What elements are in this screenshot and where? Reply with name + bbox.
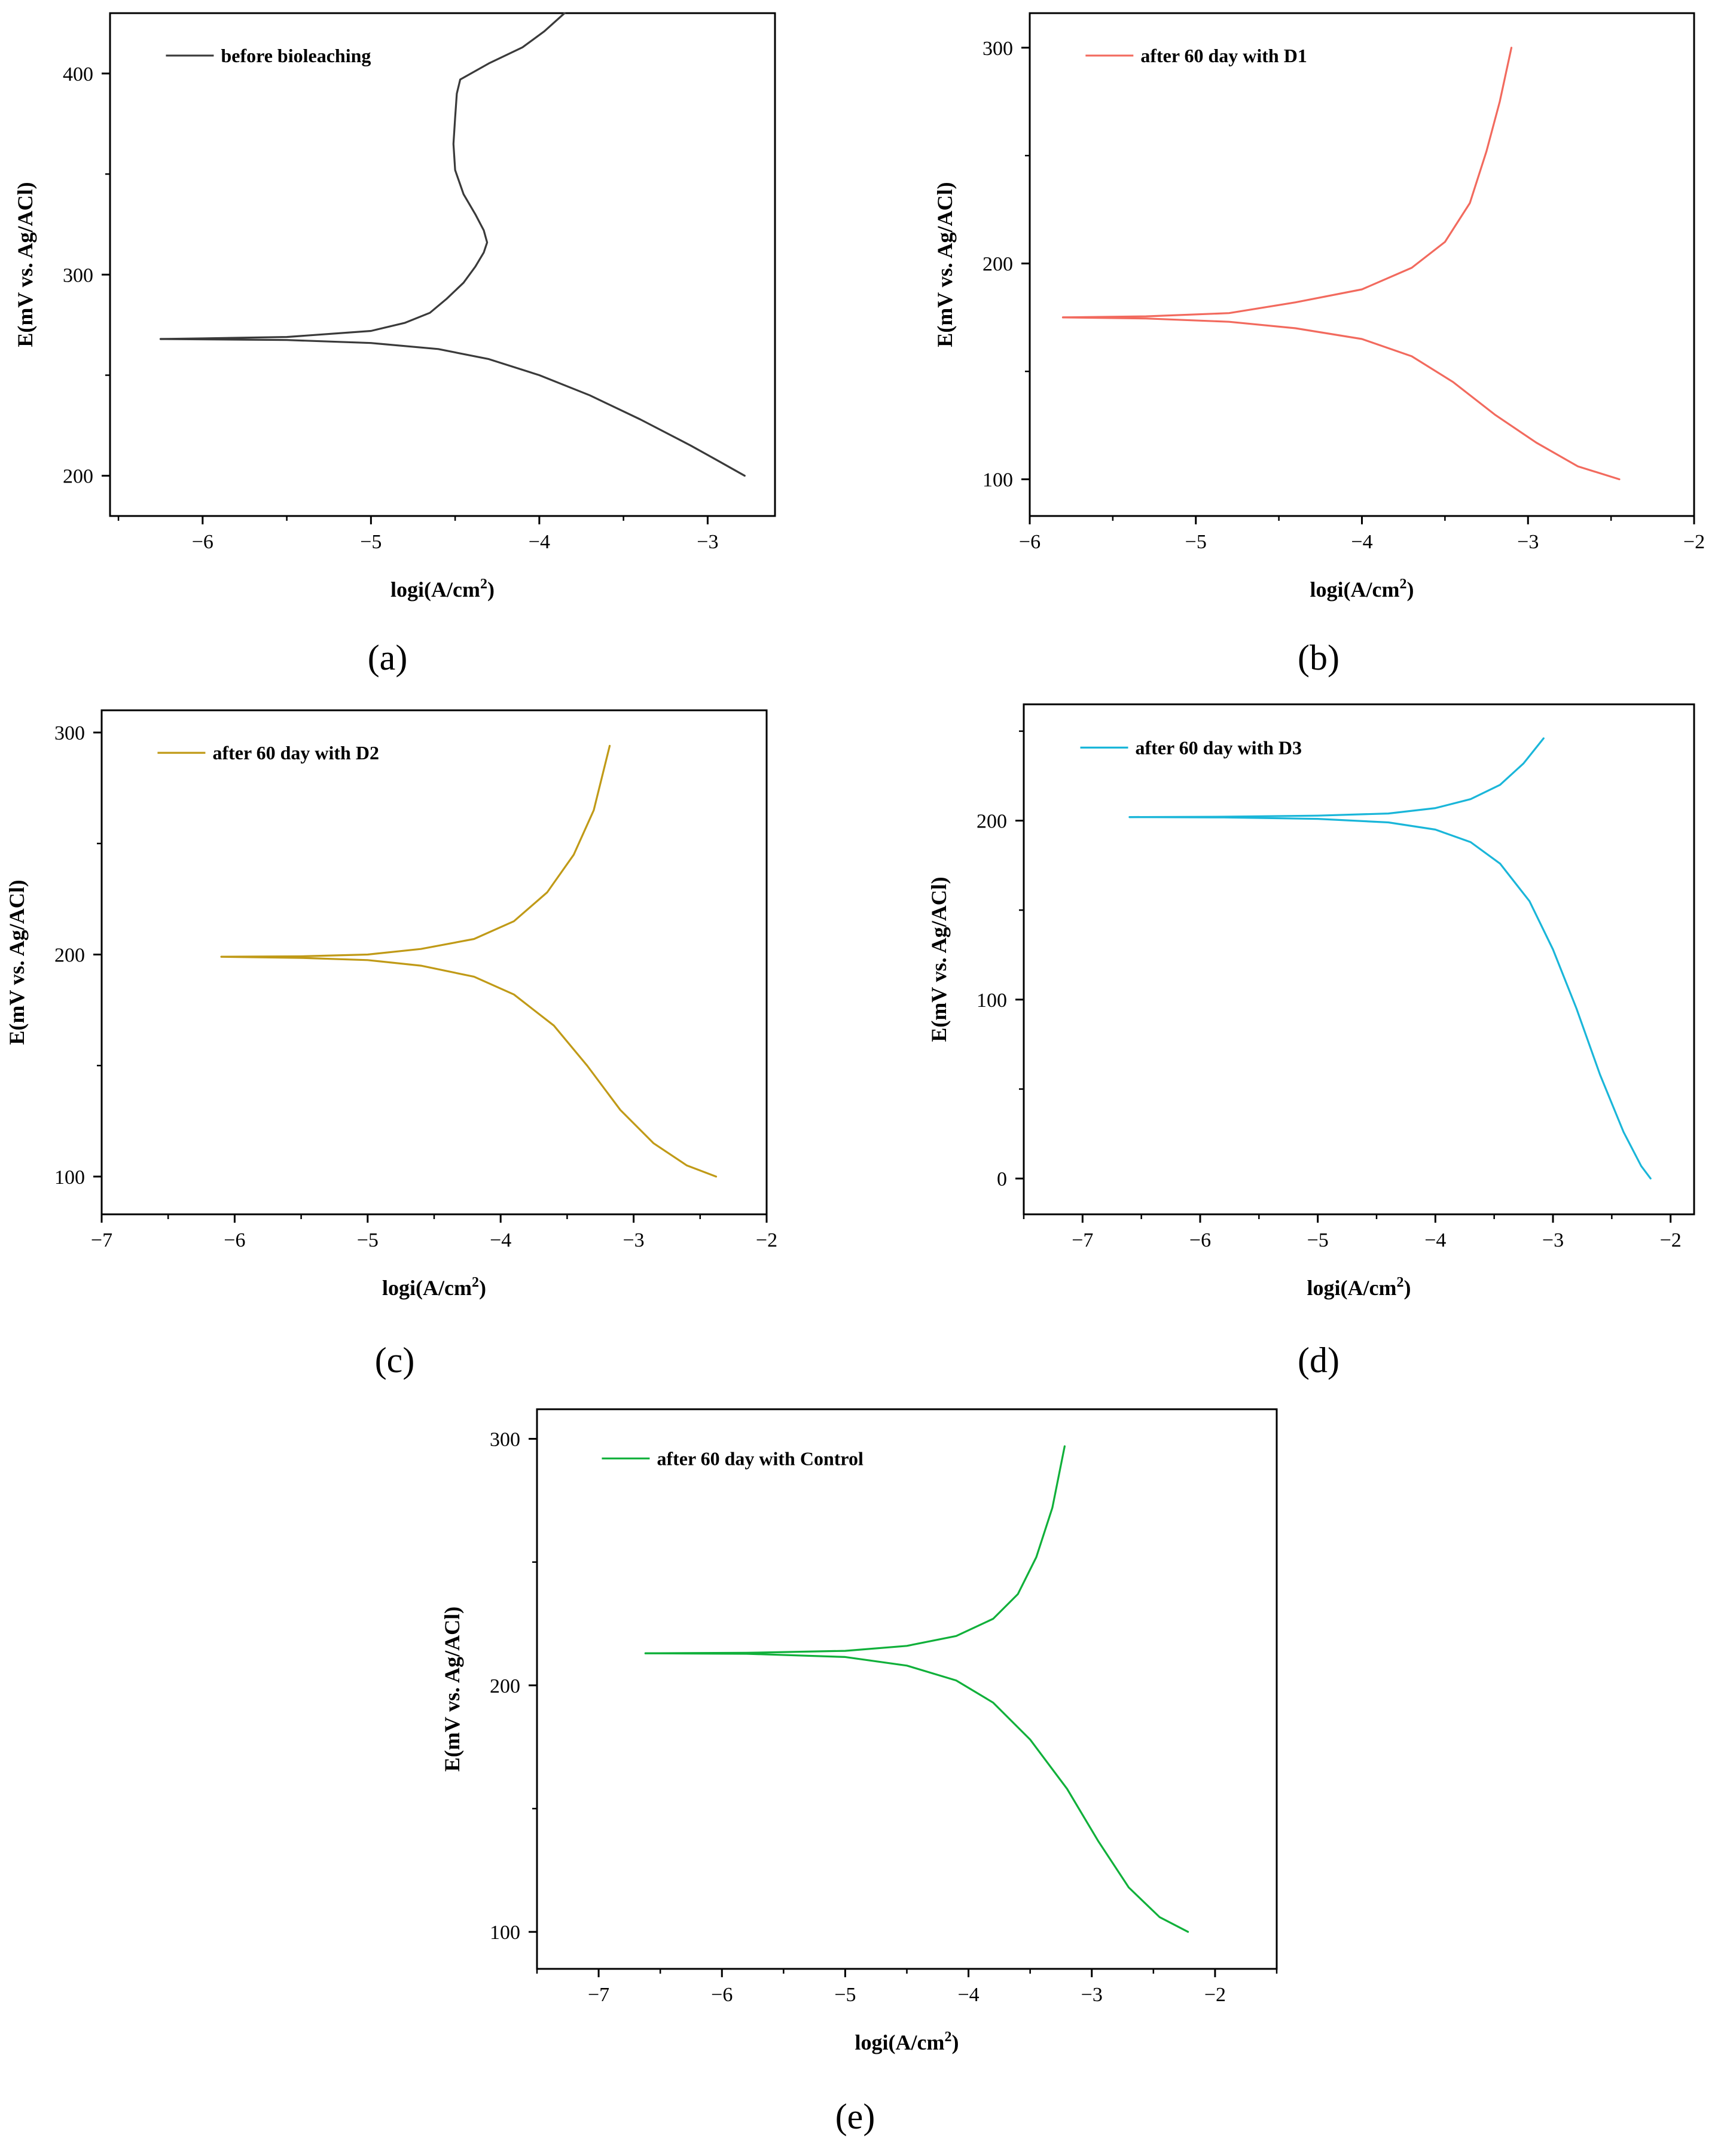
x-axis-label: logi(A/cm2) bbox=[1307, 1275, 1411, 1300]
y-tick-label: 300 bbox=[54, 722, 85, 744]
x-tick-label: −2 bbox=[756, 1229, 777, 1251]
series-cathodic-line bbox=[1061, 316, 1621, 481]
y-tick-label: 100 bbox=[54, 1166, 85, 1189]
series-anodic-line bbox=[1128, 737, 1545, 819]
y-tick-label: 0 bbox=[997, 1168, 1007, 1190]
x-tick-label: −6 bbox=[1189, 1229, 1211, 1251]
x-tick-label: −6 bbox=[1019, 531, 1040, 553]
plot-frame bbox=[109, 12, 776, 517]
x-axis-label-superscript: 2 bbox=[480, 576, 487, 592]
legend-label: after 60 day with D2 bbox=[212, 742, 379, 764]
legend-label: before bioleaching bbox=[221, 45, 371, 66]
panel-d: −7 −6 −5 −4 −3 −2 0 100 200 after 60 day with D3 l… bbox=[927, 703, 1695, 1380]
x-tick-label: −2 bbox=[1660, 1229, 1682, 1251]
x-axis-label-main: logi(A/cm bbox=[390, 578, 480, 601]
plot-frame bbox=[100, 709, 768, 1216]
y-axis-label: E(mV vs. Ag/ACl) bbox=[927, 877, 951, 1042]
series-anodic-line bbox=[220, 744, 611, 958]
x-axis-label-close: ) bbox=[1406, 578, 1414, 601]
y-tick-label: 100 bbox=[977, 990, 1007, 1012]
y-tick-label: 200 bbox=[977, 811, 1007, 833]
plot-frame bbox=[1023, 703, 1695, 1216]
x-tick-label: −7 bbox=[1072, 1229, 1093, 1251]
x-axis-label-main: logi(A/cm bbox=[855, 2030, 945, 2054]
x-tick-label: −6 bbox=[711, 1984, 733, 2006]
series-anodic-line bbox=[1061, 47, 1513, 319]
x-axis-label-close: ) bbox=[487, 578, 495, 601]
series-cathodic-line bbox=[1128, 816, 1652, 1180]
series-cathodic-line bbox=[220, 955, 718, 1178]
panel-label: (a) bbox=[368, 638, 408, 677]
x-tick-label: −3 bbox=[1081, 1984, 1103, 2006]
plot-frame bbox=[536, 1408, 1278, 1970]
series-anodic-line bbox=[644, 1445, 1066, 1654]
x-axis-label: logi(A/cm2) bbox=[390, 576, 495, 601]
panel-e: −7 −6 −5 −4 −3 −2 100 200 300 after 60 day with C… bbox=[440, 1408, 1278, 2136]
y-tick-label: 300 bbox=[63, 264, 93, 286]
x-axis-label-main: logi(A/cm bbox=[382, 1276, 472, 1300]
x-axis-label-close: ) bbox=[479, 1276, 486, 1300]
x-axis-label-close: ) bbox=[1403, 1276, 1411, 1300]
x-tick-label: −4 bbox=[490, 1229, 511, 1251]
x-tick-label: −5 bbox=[357, 1229, 379, 1251]
x-tick-label: −5 bbox=[834, 1984, 856, 2006]
panel-label: (d) bbox=[1298, 1340, 1339, 1380]
series-cathodic-line bbox=[644, 1652, 1189, 1933]
plot-frame bbox=[1029, 12, 1695, 517]
panel-b: −6 −5 −4 −3 −2 100 200 300 after 60 day with D1 l… bbox=[933, 12, 1705, 677]
x-axis-label-superscript: 2 bbox=[472, 1275, 479, 1290]
legend-label: after 60 day with Control bbox=[657, 1447, 863, 1469]
x-axis-label-main: logi(A/cm bbox=[1307, 1276, 1397, 1300]
panel-label: (c) bbox=[375, 1340, 415, 1380]
x-axis-label: logi(A/cm2) bbox=[1310, 576, 1414, 601]
x-tick-label: −5 bbox=[1185, 531, 1207, 553]
x-tick-label: −5 bbox=[360, 531, 382, 553]
legend-label: after 60 day with D3 bbox=[1136, 737, 1302, 758]
x-axis-label-superscript: 2 bbox=[1396, 1275, 1403, 1290]
x-tick-label: −4 bbox=[957, 1984, 979, 2006]
x-tick-label: −2 bbox=[1683, 531, 1705, 553]
y-tick-label: 200 bbox=[490, 1675, 520, 1697]
x-axis-label-superscript: 2 bbox=[1399, 576, 1406, 592]
y-tick-label: 400 bbox=[63, 63, 93, 85]
y-axis-label: E(mV vs. Ag/ACl) bbox=[5, 879, 29, 1045]
y-tick-label: 100 bbox=[982, 469, 1013, 491]
x-tick-label: −4 bbox=[529, 531, 550, 553]
x-tick-label: −3 bbox=[623, 1229, 645, 1251]
x-tick-label: −7 bbox=[588, 1984, 609, 2006]
y-axis-label: E(mV vs. Ag/ACl) bbox=[933, 182, 957, 347]
x-tick-label: −3 bbox=[1517, 531, 1539, 553]
x-tick-label: −2 bbox=[1204, 1984, 1226, 2006]
y-tick-label: 100 bbox=[490, 1922, 520, 1944]
x-axis-label-superscript: 2 bbox=[944, 2029, 951, 2045]
x-axis-label-close: ) bbox=[951, 2030, 959, 2054]
x-tick-label: −4 bbox=[1424, 1229, 1446, 1251]
panel-label: (b) bbox=[1298, 638, 1339, 677]
x-tick-label: −6 bbox=[224, 1229, 245, 1251]
x-tick-label: −7 bbox=[91, 1229, 112, 1251]
panel-a: −6 −5 −4 −3 200 300 400 before bioleaching logi(… bbox=[13, 12, 776, 677]
x-axis-label: logi(A/cm2) bbox=[855, 2029, 959, 2054]
y-tick-label: 200 bbox=[982, 254, 1013, 276]
x-tick-label: −4 bbox=[1351, 531, 1372, 553]
panel-label: (e) bbox=[835, 2097, 875, 2136]
y-axis-label: E(mV vs. Ag/ACl) bbox=[13, 182, 37, 347]
x-tick-label: −5 bbox=[1307, 1229, 1329, 1251]
x-tick-label: −3 bbox=[697, 531, 718, 553]
x-tick-label: −6 bbox=[192, 531, 213, 553]
panel-c: −7 −6 −5 −4 −3 −2 100 200 300 after 60 day with D… bbox=[5, 709, 777, 1380]
y-tick-label: 200 bbox=[63, 466, 93, 488]
legend-label: after 60 day with D1 bbox=[1140, 45, 1307, 66]
x-axis-label-main: logi(A/cm bbox=[1310, 578, 1400, 601]
y-tick-label: 300 bbox=[490, 1428, 520, 1450]
y-tick-label: 300 bbox=[982, 38, 1013, 60]
y-axis-label: E(mV vs. Ag/ACl) bbox=[440, 1607, 464, 1772]
x-axis-label: logi(A/cm2) bbox=[382, 1275, 486, 1300]
x-tick-label: −3 bbox=[1542, 1229, 1564, 1251]
series-anodic-line bbox=[159, 12, 566, 340]
y-tick-label: 200 bbox=[54, 945, 85, 967]
series-cathodic-line bbox=[159, 338, 746, 477]
